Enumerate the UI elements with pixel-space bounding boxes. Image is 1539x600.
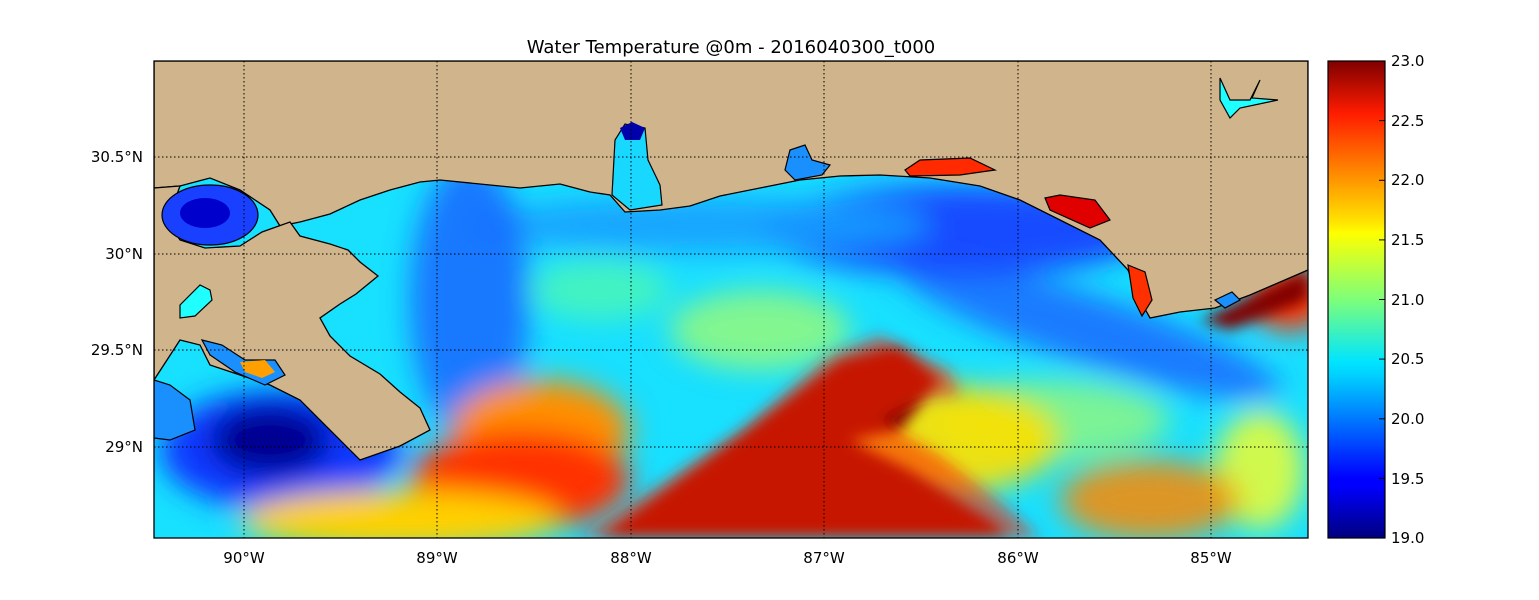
st-joseph-bay [1127, 264, 1153, 318]
colorbar-tick-label: 19.0 [1391, 529, 1424, 547]
x-tick-label: 87°W [803, 549, 845, 567]
delta-warm-inlet [240, 360, 275, 378]
northeast-lake [1219, 77, 1279, 119]
y-tick-labels: 30.5°N 30°N 29.5°N 29°N [91, 148, 143, 456]
inland-water [154, 77, 1279, 441]
colorbar-tick-label: 22.0 [1391, 171, 1424, 189]
colorbar-tick-label: 21.5 [1391, 231, 1424, 249]
western-lake [179, 284, 213, 319]
loop-current [580, 270, 1308, 538]
warm-south-east [1060, 460, 1240, 538]
colorbar: 23.0 22.5 22.0 21.5 21.0 20.5 20.0 19.5 … [1327, 52, 1424, 547]
mid-patch-1 [670, 290, 850, 370]
mobile-bay [611, 123, 663, 211]
cool-west-deep [210, 405, 330, 475]
st-andrew-bay [1044, 194, 1111, 229]
east-corner-warm [1200, 270, 1308, 330]
plot-frame [153, 60, 1309, 539]
colorbar-ticks [1379, 60, 1385, 539]
pensacola-bay [784, 144, 832, 181]
y-tick-label: 30.5°N [91, 148, 143, 166]
colorbar-tick-label: 23.0 [1391, 52, 1424, 70]
choctawhatchee-bay [904, 157, 998, 177]
x-tick-label: 86°W [997, 549, 1039, 567]
map-panel [154, 61, 1308, 538]
west-edge-inlet [154, 379, 196, 441]
warm-south [240, 490, 560, 538]
cool-diag [899, 259, 1281, 401]
x-tick-label: 88°W [610, 549, 652, 567]
colorbar-tick-label: 20.5 [1391, 350, 1424, 368]
colorbar-tick-label: 22.5 [1391, 112, 1424, 130]
x-tick-label: 90°W [223, 549, 265, 567]
colorbar-tick-label: 21.0 [1391, 291, 1424, 309]
colorbar-tick-label: 19.5 [1391, 470, 1424, 488]
mid-patch-2 [530, 260, 670, 320]
x-tick-label: 85°W [1190, 549, 1232, 567]
x-tick-label: 89°W [416, 549, 458, 567]
chart-title: Water Temperature @0m - 2016040300_t000 [527, 37, 936, 58]
y-tick-label: 29°N [105, 438, 143, 456]
grid [154, 61, 1308, 538]
loop-current-rim [580, 335, 1040, 538]
y-tick-label: 29.5°N [91, 341, 143, 359]
lake-pontchartrain-core [180, 198, 230, 228]
x-tick-labels: 90°W 89°W 88°W 87°W 86°W 85°W [223, 549, 1232, 567]
colorbar-tick-label: 20.0 [1391, 410, 1424, 428]
apalachee-inlet [1213, 291, 1241, 309]
colorbar-tick-labels: 23.0 22.5 22.0 21.5 21.0 20.5 20.0 19.5 … [1391, 52, 1424, 547]
colorbar-gradient [1327, 60, 1386, 539]
cool-band-west [410, 160, 530, 440]
mobile-bay-head [620, 122, 645, 140]
cool-band-mid [470, 197, 930, 253]
y-tick-label: 30°N [105, 245, 143, 263]
